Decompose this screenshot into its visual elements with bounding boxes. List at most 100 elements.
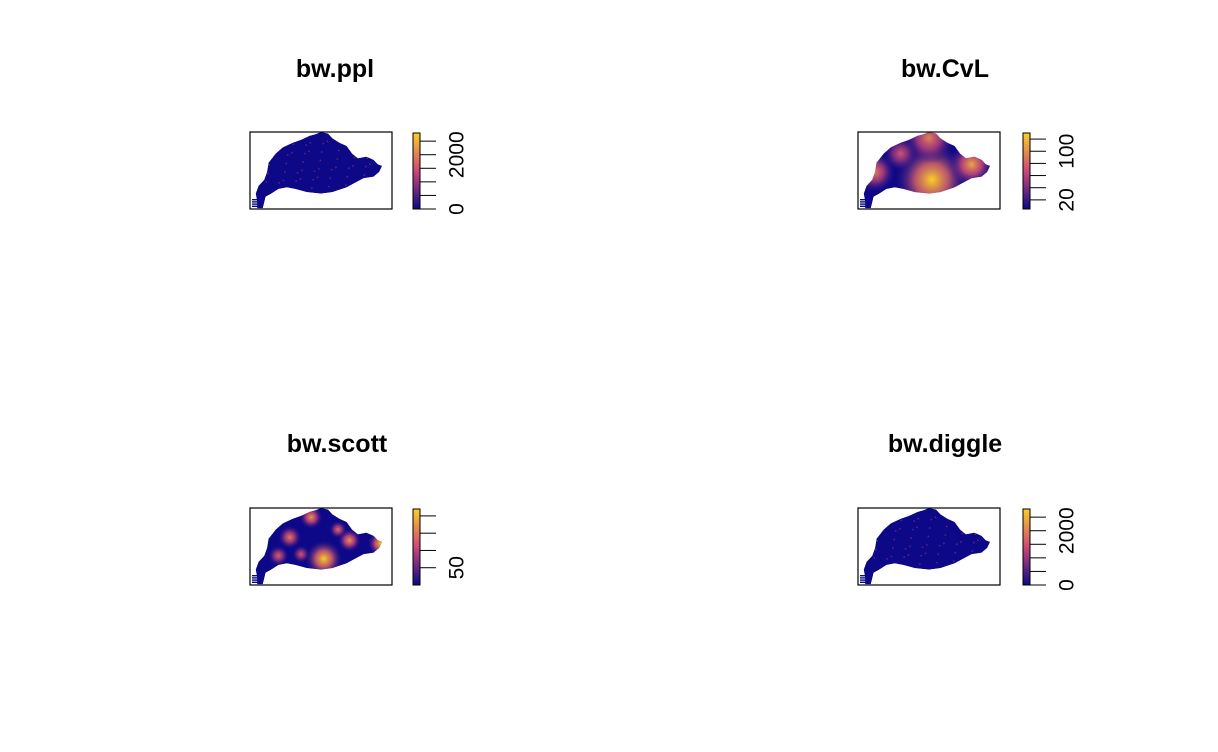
density-speck <box>302 161 305 163</box>
density-speck <box>964 515 966 518</box>
density-speck <box>373 138 376 140</box>
density-speck <box>264 135 266 138</box>
density-speck <box>362 182 364 185</box>
density-speck <box>278 182 280 184</box>
density-speck <box>339 141 341 143</box>
density-speck <box>330 168 333 171</box>
plot-frame <box>857 131 1001 210</box>
density-speck <box>369 163 371 166</box>
island-mark <box>860 581 866 583</box>
island-mark <box>252 201 261 203</box>
density-speck <box>335 166 337 169</box>
density-speck <box>308 150 310 152</box>
density-speck <box>876 540 878 542</box>
density-hotspot <box>278 525 302 549</box>
density-speck <box>296 172 299 174</box>
density-speck <box>903 556 905 559</box>
density-speck <box>892 547 894 549</box>
density-hotspot <box>299 508 323 529</box>
density-speck <box>295 180 297 183</box>
density-speck <box>907 554 910 556</box>
density-speck <box>347 167 350 169</box>
density-speck <box>873 557 876 559</box>
island-mark <box>860 201 869 203</box>
density-speck <box>311 187 313 189</box>
colorbar-tick-label: 2000 <box>446 131 469 178</box>
density-hotspot <box>329 521 347 539</box>
density-speck <box>877 531 880 534</box>
island-mark <box>860 203 867 205</box>
density-speck <box>981 514 984 516</box>
density-speck <box>268 164 270 166</box>
panel-bw-scott: bw.scott 50 <box>249 430 469 586</box>
density-speck <box>372 146 374 149</box>
island-mark <box>252 205 258 207</box>
density-speck <box>970 558 972 561</box>
density-speck <box>326 140 329 142</box>
plot-frame <box>857 507 1001 586</box>
density-speck <box>276 136 279 139</box>
density-speck <box>974 533 976 535</box>
density-speck <box>953 560 955 562</box>
colorbar-ramp <box>412 132 421 210</box>
island-mark <box>860 579 867 581</box>
panel-bw-ppl: bw.ppl 0 2000 <box>249 55 469 215</box>
density-hotspot <box>948 141 991 188</box>
density-speck <box>890 555 893 558</box>
colorbar-tick-label: 0 <box>446 203 469 215</box>
colorbar-ramp <box>1022 508 1031 586</box>
density-speck <box>911 528 914 531</box>
density-speck <box>968 513 971 515</box>
density-speck <box>294 188 296 191</box>
island-mark <box>860 575 870 577</box>
density-speck <box>353 156 356 159</box>
density-speck <box>977 539 979 542</box>
density-speck <box>312 178 314 181</box>
density-speck <box>309 142 312 144</box>
density-base <box>255 132 383 209</box>
density-speck <box>934 516 937 518</box>
density-speck <box>954 551 957 554</box>
density-speck <box>910 537 913 539</box>
density-speck <box>346 175 349 178</box>
density-speck <box>965 561 968 563</box>
density-speck <box>267 172 269 175</box>
colorbar-tick-label: 2000 <box>1056 507 1079 554</box>
density-speck <box>961 532 964 535</box>
density-hotspot <box>367 530 383 557</box>
colorbar: 20 100 <box>1022 132 1079 212</box>
density-speck <box>292 143 295 146</box>
density-speck <box>329 177 332 179</box>
island-mark <box>860 577 869 579</box>
density-base <box>863 508 991 585</box>
plot-frame <box>249 507 393 586</box>
density-speck <box>286 154 289 156</box>
density-speck <box>303 152 306 155</box>
colorbar: 50 <box>412 508 469 586</box>
island-mark <box>860 205 866 207</box>
density-speck <box>875 548 877 551</box>
density-speck <box>366 157 368 159</box>
density-speck <box>275 145 278 147</box>
density-speck <box>930 518 932 521</box>
panel-title: bw.ppl <box>296 55 374 83</box>
panel-bw-CvL: bw.CvL 20 100 <box>857 55 1079 212</box>
density-hotspot <box>883 136 918 171</box>
density-speck <box>872 511 874 514</box>
density-speck <box>374 183 377 186</box>
island-mark <box>252 199 262 201</box>
panel-title: bw.CvL <box>901 55 989 83</box>
density-hotspot <box>292 545 310 563</box>
density-speck <box>313 170 316 172</box>
density-speck <box>947 517 949 519</box>
density-speck <box>921 546 924 548</box>
density-speck <box>893 538 895 541</box>
panel-bw-diggle: bw.diggle 0 2000 <box>857 430 1079 591</box>
density-speck <box>980 522 982 525</box>
density-hotspot <box>268 545 289 566</box>
density-speck <box>982 559 985 562</box>
density-speck <box>355 148 357 150</box>
density-speck <box>927 535 930 538</box>
density-speck <box>274 153 276 156</box>
